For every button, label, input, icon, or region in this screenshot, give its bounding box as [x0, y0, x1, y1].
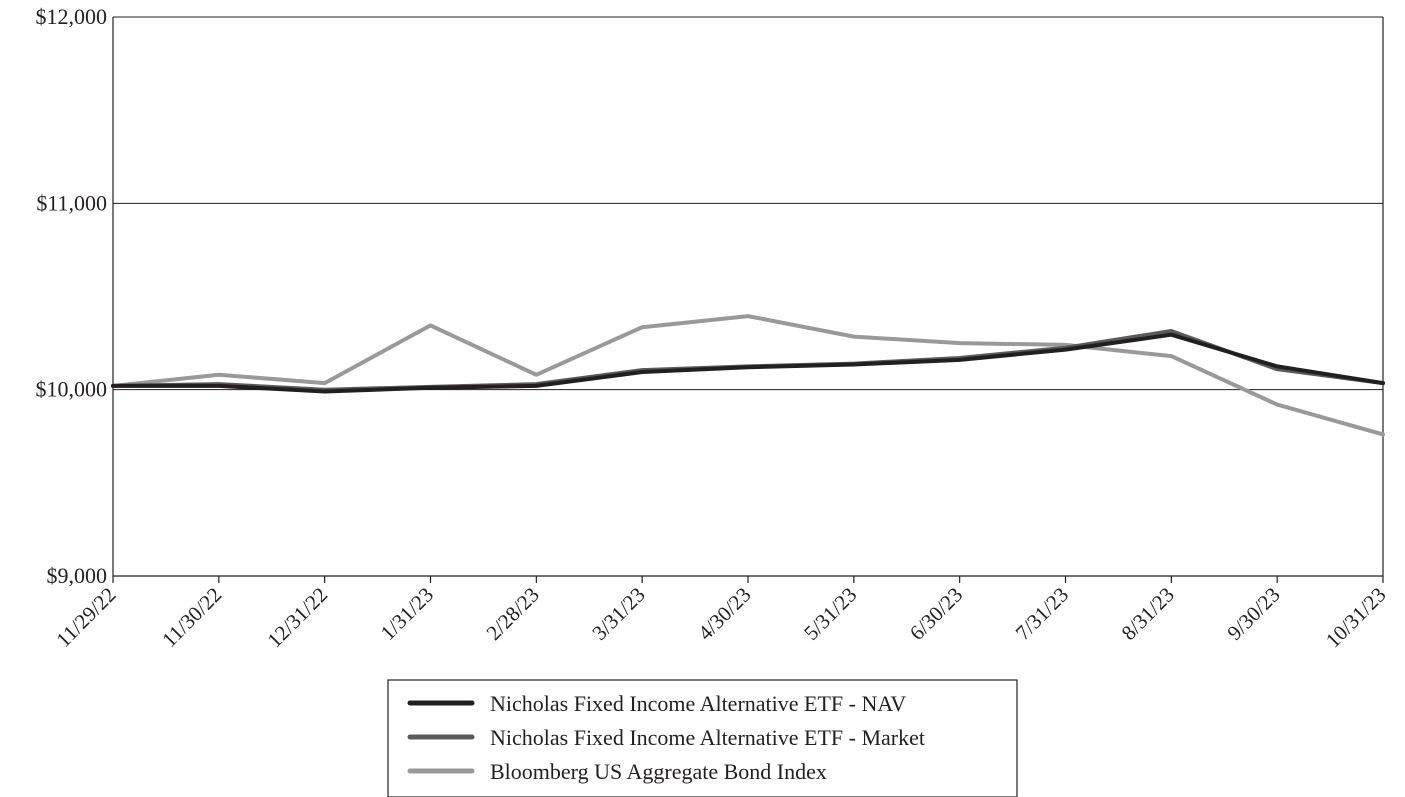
x-tick-label: 8/31/23: [1117, 583, 1179, 645]
legend-label-nicholas-fixed-income-alternative-etf-nav: Nicholas Fixed Income Alternative ETF - …: [490, 691, 906, 716]
series-line-bloomberg-us-aggregate-bond-index: [111, 314, 1385, 437]
x-tick-label: 11/29/22: [51, 583, 120, 652]
x-tick-label: 5/31/23: [799, 583, 861, 645]
gridlines: [113, 16, 1383, 391]
x-tick-label: 10/31/23: [1321, 583, 1391, 653]
x-tick-label: 9/30/23: [1222, 583, 1284, 645]
y-tick-label: $11,000: [36, 190, 107, 215]
x-tick-label: 1/31/23: [376, 583, 438, 645]
legend-label-bloomberg-us-aggregate-bond-index: Bloomberg US Aggregate Bond Index: [490, 759, 827, 784]
series-line-nicholas-fixed-income-alternative-etf-nav: [111, 332, 1385, 394]
x-tick-label: 6/30/23: [905, 583, 967, 645]
y-tick-label: $9,000: [47, 563, 108, 588]
legend-box: [387, 679, 1018, 797]
y-tick-label: $10,000: [36, 377, 108, 402]
legend-label-nicholas-fixed-income-alternative-etf-market: Nicholas Fixed Income Alternative ETF - …: [490, 725, 925, 750]
x-tick-label: 11/30/22: [157, 583, 226, 652]
x-tick-label: 7/31/23: [1011, 583, 1073, 645]
x-tick-label: 12/31/22: [262, 583, 332, 653]
x-tick-label: 4/30/23: [693, 583, 755, 645]
legend: Nicholas Fixed Income Alternative ETF - …: [387, 679, 1018, 797]
x-tick-label: 2/28/23: [482, 583, 544, 645]
series-lines: [111, 314, 1385, 437]
x-tick-label: 3/31/23: [587, 583, 649, 645]
axes: $9,000 $10,000 $11,000 $12,000 11/29/22 11/30…: [36, 4, 1391, 652]
y-tick-label: $12,000: [36, 4, 108, 29]
